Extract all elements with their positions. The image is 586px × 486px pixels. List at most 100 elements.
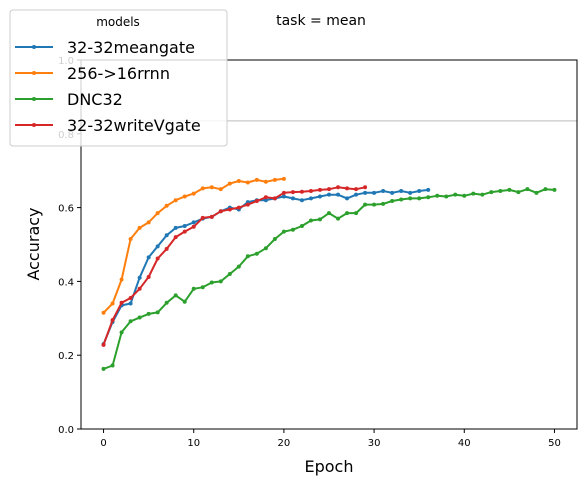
data-point: [399, 197, 404, 202]
data-point: [209, 214, 214, 219]
data-point: [290, 227, 295, 232]
y-tick-label: 0.0: [58, 425, 74, 436]
data-point: [327, 192, 331, 197]
data-point: [182, 229, 187, 234]
series-1: [101, 176, 286, 315]
data-point: [534, 190, 539, 195]
data-point: [263, 195, 268, 200]
data-point: [236, 179, 241, 184]
chart-title: task = mean: [276, 13, 366, 29]
data-point: [390, 190, 395, 195]
legend-label: 32-32meangate: [67, 38, 195, 57]
data-point: [317, 217, 322, 222]
data-point: [110, 363, 115, 368]
data-point: [182, 299, 187, 304]
data-point: [272, 236, 277, 241]
data-point: [209, 185, 214, 190]
data-point: [408, 196, 413, 201]
data-point: [290, 196, 295, 201]
data-point: [372, 190, 377, 195]
data-point: [137, 275, 142, 280]
data-point: [281, 194, 286, 199]
data-point: [173, 198, 178, 203]
data-point: [354, 211, 359, 216]
data-point: [317, 194, 322, 199]
data-point: [345, 211, 350, 216]
data-point: [381, 201, 386, 206]
data-point: [146, 274, 151, 279]
data-point: [299, 224, 304, 229]
data-point: [263, 246, 268, 251]
data-point: [236, 264, 241, 269]
data-point: [110, 318, 115, 323]
legend-label: DNC32: [67, 90, 123, 109]
data-point: [200, 186, 205, 191]
data-point: [155, 244, 160, 249]
data-point: [263, 179, 268, 184]
data-point: [173, 225, 178, 230]
y-tick-label: 0.4: [58, 277, 74, 288]
data-point: [164, 233, 169, 238]
data-point: [191, 286, 196, 291]
data-point: [272, 196, 277, 201]
data-point: [363, 190, 368, 195]
data-point: [155, 211, 160, 216]
legend-marker: [32, 123, 36, 127]
legend-title: models: [96, 15, 140, 29]
data-point: [119, 330, 124, 335]
x-tick-label: 40: [458, 438, 471, 449]
data-point: [191, 220, 196, 225]
data-point: [471, 191, 476, 196]
x-tick-label: 50: [548, 438, 561, 449]
data-point: [263, 198, 268, 203]
y-tick-label: 0.2: [58, 351, 74, 362]
series-3: [101, 185, 368, 347]
data-point: [137, 225, 142, 230]
data-point: [363, 202, 368, 207]
x-tick-label: 20: [278, 438, 291, 449]
data-point: [137, 315, 142, 320]
data-point: [173, 235, 178, 240]
data-point: [218, 209, 223, 214]
series-2: [101, 187, 557, 371]
data-point: [336, 185, 341, 190]
data-point: [290, 190, 295, 195]
data-point: [146, 255, 151, 260]
data-point: [498, 188, 503, 193]
data-point: [543, 187, 548, 192]
data-point: [399, 188, 404, 193]
x-axis-label: Epoch: [305, 457, 354, 476]
legend-label: 32-32writeVgate: [67, 116, 201, 135]
data-point: [345, 196, 350, 201]
legend-item: 32-32meangate: [15, 38, 195, 57]
axes-frame: [80, 59, 578, 430]
data-point: [227, 181, 232, 186]
data-point: [245, 202, 250, 207]
data-point: [417, 188, 422, 193]
data-point: [281, 176, 286, 181]
data-point: [182, 224, 187, 229]
legend-label: 256->16rrnn: [67, 64, 170, 83]
data-point: [119, 277, 124, 282]
legend-marker: [32, 71, 36, 75]
series-line: [102, 188, 429, 345]
data-point: [525, 187, 530, 192]
data-point: [308, 218, 313, 223]
data-point: [227, 272, 232, 277]
y-tick-label: 0.6: [58, 204, 74, 215]
data-point: [164, 300, 169, 305]
data-point: [155, 310, 160, 315]
data-point: [336, 216, 341, 221]
data-point: [453, 192, 458, 197]
data-point: [200, 215, 205, 220]
data-point: [308, 196, 313, 201]
data-point: [164, 203, 169, 208]
data-point: [480, 192, 485, 197]
y-axis-label: Accuracy: [24, 207, 43, 280]
legend-frame: [9, 9, 228, 147]
data-point: [191, 224, 196, 229]
plot-area: [81, 120, 577, 371]
data-point: [236, 205, 241, 210]
legend-marker: [32, 45, 36, 49]
